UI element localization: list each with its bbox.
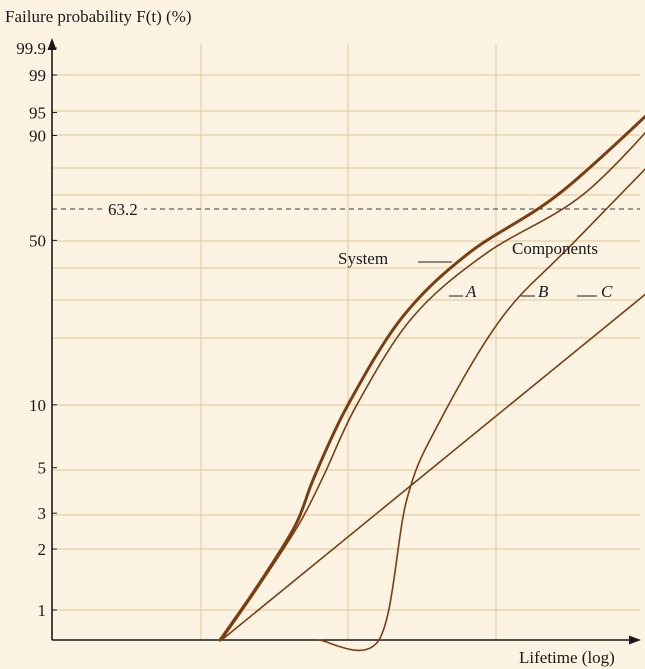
horizontal-gridlines — [52, 74, 640, 611]
x-axis-arrow — [629, 635, 641, 645]
components-label: Components — [512, 239, 598, 258]
y-tick-label: 99.9 — [16, 39, 46, 58]
axes — [47, 38, 641, 645]
y-tick-label: 10 — [29, 396, 46, 415]
series-a-label: A — [465, 282, 477, 301]
series-b-line — [317, 168, 645, 652]
curves — [218, 114, 645, 652]
vertical-gridlines — [200, 44, 497, 640]
series-system-line — [218, 114, 645, 642]
y-ticks: 1 2 3 5 10 50 90 95 99 99.9 — [16, 39, 57, 620]
series-c-label: C — [601, 282, 613, 301]
y-tick-label: 95 — [29, 104, 46, 123]
x-axis-title: Lifetime (log) — [519, 648, 615, 667]
y-tick-label: 3 — [38, 504, 47, 523]
y-axis-title: Failure probability F(t) (%) — [5, 7, 192, 26]
y-tick-label: 90 — [29, 127, 46, 146]
y-axis-arrow — [47, 38, 57, 50]
labels: Failure probability F(t) (%) Lifetime (l… — [5, 7, 615, 667]
reference-line-label: 63.2 — [108, 200, 138, 219]
series-a-line — [220, 131, 645, 641]
series-c-line — [220, 293, 645, 641]
y-tick-label: 50 — [29, 231, 46, 250]
y-tick-label: 2 — [38, 540, 47, 559]
series-b-label: B — [538, 282, 549, 301]
y-tick-label: 99 — [29, 66, 46, 85]
y-tick-label: 1 — [38, 601, 47, 620]
system-label: System — [338, 249, 388, 268]
y-tick-label: 5 — [38, 459, 47, 478]
